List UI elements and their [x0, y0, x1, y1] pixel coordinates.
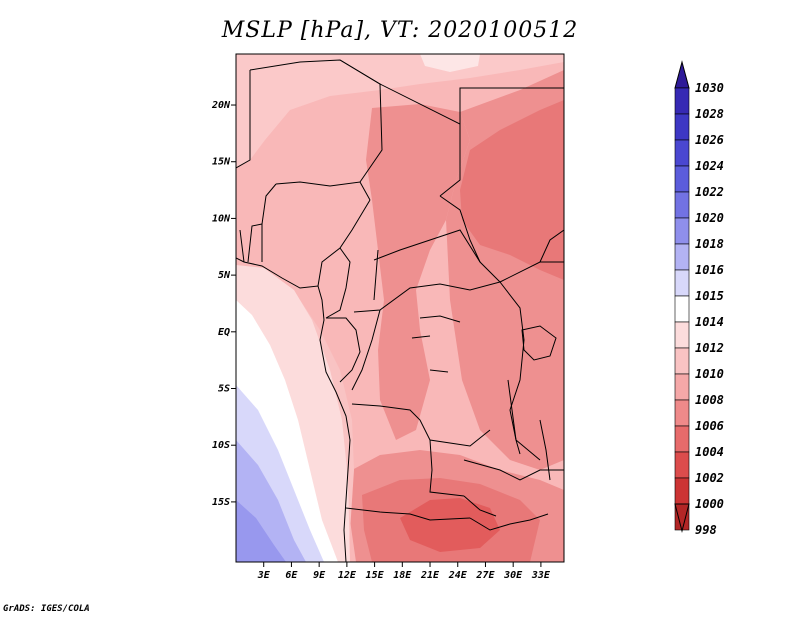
colorbar-bottom-arrow	[674, 503, 690, 533]
map-ticks	[231, 104, 542, 567]
lat-label: 20N	[211, 100, 231, 111]
lon-label: 3E	[257, 570, 271, 581]
colorbar-swatch	[674, 399, 690, 427]
border-angola-south	[345, 507, 471, 521]
border-car-chad	[373, 249, 379, 301]
border-nigeria-niger	[275, 181, 371, 201]
pressure-field	[236, 54, 564, 562]
border-cameroon	[325, 247, 351, 319]
colorbar-label: 1016	[695, 263, 724, 277]
colorbar-label: 1004	[695, 445, 724, 459]
colorbar-swatch	[674, 451, 690, 479]
colorbar-labels: 1030 1028 1026 1024 1022 1020 1018 1016 1015 1014…	[695, 81, 724, 537]
colorbar-label: 1030	[695, 81, 724, 95]
lon-label: 15E	[366, 570, 385, 581]
border-benin-togo	[239, 223, 263, 263]
colorbar-label: 1024	[695, 159, 724, 173]
border-libya-sudan	[459, 87, 564, 124]
colorbar-label: 1002	[695, 471, 724, 485]
colorbar-label: 1015	[695, 289, 724, 303]
colorbar-label: 1028	[695, 107, 724, 121]
colorbar-swatch	[674, 425, 690, 453]
country-borders	[236, 59, 564, 562]
colorbar-top-arrow	[674, 60, 690, 89]
field-1018-ocean	[236, 500, 286, 562]
colorbar-swatch	[674, 321, 690, 349]
border-namibia-botswana	[463, 495, 497, 517]
border-congo-drc	[351, 309, 381, 391]
colorbar-swatch	[674, 347, 690, 375]
colorbar-swatch	[674, 165, 690, 193]
colorbar-swatch	[674, 87, 690, 115]
colorbar-label: 1022	[695, 185, 724, 199]
lon-label: 24E	[448, 570, 468, 581]
lat-label: 10S	[212, 440, 230, 451]
lake-victoria	[521, 325, 557, 361]
field-1014-north	[420, 54, 480, 72]
lon-label: 6E	[285, 570, 298, 581]
lon-label: 12E	[338, 570, 357, 581]
colorbar-label: 1006	[695, 419, 724, 433]
colorbar-label: 1020	[695, 211, 724, 225]
colorbar-label: 1010	[695, 367, 724, 381]
lat-label: 5S	[218, 384, 230, 395]
field-1008-central	[366, 104, 470, 440]
border-zambia	[463, 459, 564, 481]
border-angola-north	[351, 403, 491, 447]
colorbar-swatch	[674, 113, 690, 141]
colorbar	[674, 60, 690, 533]
field-1006-east	[460, 100, 564, 280]
lat-label: 15S	[212, 497, 230, 508]
map-frame	[235, 53, 565, 563]
colorbar-swatch	[674, 295, 690, 323]
lake-malawi	[539, 419, 551, 481]
field-1004-south	[400, 498, 500, 552]
border-congo-gabon	[326, 317, 361, 383]
lake-tanganyika	[507, 379, 521, 455]
lon-label: 9E	[313, 570, 326, 581]
colorbar-swatch	[674, 373, 690, 401]
colorbar-swatch	[674, 191, 690, 219]
coastline-west-africa	[236, 257, 351, 562]
field-1012-north	[236, 54, 564, 168]
colorbar-swatch	[674, 477, 690, 505]
colorbar-label: 998	[695, 523, 717, 537]
lon-label: 18E	[393, 570, 412, 581]
lon-label: 21E	[420, 570, 440, 581]
river-congo	[411, 315, 461, 373]
border-zambia-south	[469, 513, 549, 531]
longitude-labels: 3E 6E 9E 12E 15E 18E 21E 24E 27E 30E 33E	[257, 570, 551, 581]
map-title: MSLP [hPa], VT: 2020100512	[221, 18, 579, 43]
colorbar-label: 1026	[695, 133, 724, 147]
colorbar-label: 1008	[695, 393, 724, 407]
colorbar-swatch	[674, 243, 690, 271]
lon-label: 33E	[531, 570, 551, 581]
colorbar-label: 1000	[695, 497, 724, 511]
lon-label: 27E	[475, 570, 495, 581]
border-mauritania-mali	[236, 70, 251, 169]
colorbar-label: 1018	[695, 237, 724, 251]
colorbar-swatch	[674, 139, 690, 167]
colorbar-label: 1014	[695, 315, 724, 329]
colorbar-swatch	[674, 217, 690, 245]
lon-label: 30E	[503, 570, 523, 581]
border-ethiopia	[539, 229, 564, 263]
lat-label: 10N	[212, 213, 231, 224]
colorbar-label: 1012	[695, 341, 724, 355]
lat-label: 5N	[218, 270, 231, 281]
border-chad-sudan	[439, 195, 481, 263]
grads-credit: GrADS: IGES/COLA	[3, 604, 90, 614]
lat-label: 15N	[212, 157, 231, 168]
lat-label: EQ	[218, 327, 230, 338]
colorbar-swatch	[674, 269, 690, 297]
latitude-labels: 20N 15N 10N 5N EQ 5S 10S 15S	[211, 100, 231, 508]
border-angola-east	[429, 439, 465, 497]
